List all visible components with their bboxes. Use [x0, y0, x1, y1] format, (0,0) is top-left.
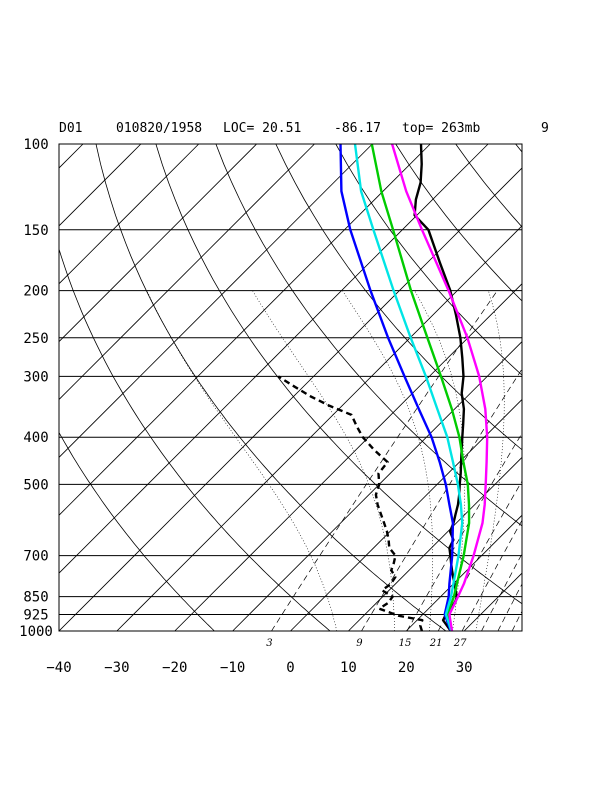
series-dewpoint [277, 375, 424, 631]
temperature-tick-label: −20 [162, 660, 187, 676]
pressure-tick-label: 150 [23, 223, 48, 239]
dry-adiabat-line [215, 144, 522, 527]
dry-adiabat-line [95, 144, 447, 631]
isotherm-line [59, 144, 142, 227]
series-parcel-blue [339, 144, 455, 631]
chart-header: D01 010820/1958 LOC= 20.51 -86.17 top= 2… [59, 121, 549, 136]
sounding-series [277, 144, 489, 631]
isotherm-line [59, 144, 257, 343]
dry-adiabat-line [576, 144, 612, 641]
isotherm-line [405, 514, 522, 631]
dry-adiabat-line [395, 144, 522, 302]
isotherm-line [59, 144, 200, 285]
mixing-ratio-line [511, 610, 522, 631]
mixing-ratio-line [271, 290, 498, 631]
header-number: 9 [541, 121, 549, 136]
isotherm-line [463, 572, 522, 631]
dry-adiabat-line [155, 144, 522, 605]
dry-adiabat-line [59, 247, 331, 631]
isotherm-line [59, 144, 373, 458]
mixing-ratio-label: 9 [356, 638, 363, 649]
isotherm-line [59, 144, 315, 401]
series-parcel-magenta [390, 144, 489, 631]
pressure-tick-label: 300 [23, 369, 48, 385]
moist-adiabat-line [146, 290, 338, 631]
isotherm-line [174, 283, 522, 631]
temperature-tick-label: −40 [46, 660, 71, 676]
series-parcel-cyan [353, 144, 464, 631]
dry-adiabat-line [59, 431, 215, 631]
pressure-tick-label: 1000 [19, 624, 53, 640]
pressure-tick-label: 700 [23, 549, 48, 565]
series-temperature [413, 144, 466, 631]
mixing-ratio-line [481, 553, 522, 631]
isotherm-line [348, 456, 522, 631]
isotherm-line [116, 225, 522, 631]
mixing-ratio-line [461, 519, 522, 631]
header-location: LOC= 20.51 [223, 121, 301, 136]
isotherm-line [59, 167, 522, 631]
dry-adiabat-line [275, 144, 522, 451]
pressure-tick-label: 200 [23, 284, 48, 300]
pressure-tick-label: 500 [23, 477, 48, 493]
isotherm-line [290, 398, 522, 631]
header-domain: D01 [59, 121, 82, 136]
moist-adiabat-line [475, 290, 505, 631]
mixing-ratio-line [361, 368, 522, 631]
header-longitude: -86.17 [334, 121, 381, 136]
mixing-ratio-label: 3 [266, 638, 272, 649]
temperature-tick-label: −10 [220, 660, 245, 676]
dry-adiabat-line [455, 144, 522, 228]
series-parcel-green [370, 144, 471, 631]
header-top-pressure: top= 263mb [402, 121, 480, 136]
plot-frame [58, 143, 523, 632]
dry-adiabat-line [335, 144, 522, 376]
isotherm-line [232, 341, 522, 631]
pressure-tick-label: 100 [23, 137, 48, 153]
mixing-ratio-line [497, 583, 522, 631]
mixing-ratio-label: 21 [429, 638, 443, 649]
mixing-ratio-line [406, 432, 522, 631]
pressure-tick-label: 925 [23, 608, 48, 624]
temperature-tick-label: −30 [104, 660, 129, 676]
temperature-tick-label: 0 [286, 660, 294, 676]
isotherm-line [59, 144, 431, 516]
dry-adiabat-line [515, 144, 522, 153]
temperature-tick-label: 30 [456, 660, 473, 676]
moist-adiabat-line [342, 290, 433, 631]
pressure-tick-label: 250 [23, 331, 48, 347]
isotherm-line [0, 144, 25, 631]
mixing-ratio-label: 27 [453, 638, 467, 649]
header-datetime: 010820/1958 [116, 121, 202, 136]
isotherm-line [521, 630, 522, 631]
temperature-tick-label: 10 [340, 660, 357, 676]
isotherm-line [59, 144, 489, 574]
temperature-tick-label: 20 [398, 660, 415, 676]
pressure-tick-label: 400 [23, 430, 48, 446]
mixing-ratio-label: 15 [399, 638, 412, 649]
mixing-ratio-line [525, 291, 612, 631]
moist-adiabat-line [252, 290, 395, 631]
pressure-tick-label: 850 [23, 590, 48, 606]
